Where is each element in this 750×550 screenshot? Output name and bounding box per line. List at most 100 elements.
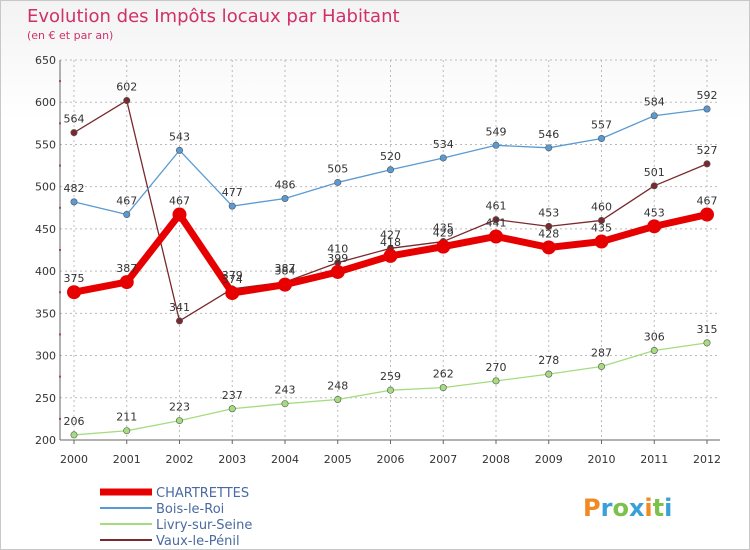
- data-label-bois-le-roi: 505: [327, 162, 348, 175]
- x-tick-label: 2007: [429, 453, 457, 466]
- legend-label-chartrettes: CHARTRETTES: [156, 486, 249, 501]
- point-livry-sur-seine: [70, 431, 78, 439]
- data-label-livry-sur-seine: 243: [275, 384, 296, 397]
- x-tick-label: 2006: [377, 453, 405, 466]
- data-label-chartrettes: 467: [169, 195, 190, 208]
- data-label-livry-sur-seine: 223: [169, 401, 190, 414]
- y-tick-label: 600: [35, 96, 56, 109]
- x-tick-label: 2002: [166, 453, 194, 466]
- data-label-livry-sur-seine: 206: [64, 415, 85, 428]
- data-label-bois-le-roi: 486: [275, 178, 296, 191]
- point-vaux-le-penil: [492, 216, 500, 224]
- data-label-livry-sur-seine: 306: [644, 330, 665, 343]
- legend-label-vaux-le-penil: Vaux-le-Pénil: [156, 534, 240, 549]
- data-label-vaux-le-penil: 427: [380, 228, 401, 241]
- point-chartrettes: [172, 207, 187, 222]
- point-livry-sur-seine: [703, 339, 711, 347]
- point-bois-le-roi: [228, 202, 236, 210]
- data-label-bois-le-roi: 482: [64, 182, 85, 195]
- data-label-vaux-le-penil: 435: [433, 222, 454, 235]
- point-chartrettes: [119, 275, 134, 290]
- data-label-vaux-le-penil: 602: [116, 81, 137, 94]
- data-label-livry-sur-seine: 315: [697, 323, 718, 336]
- x-tick-label: 2012: [693, 453, 721, 466]
- point-vaux-le-penil: [650, 182, 658, 190]
- point-bois-le-roi: [650, 112, 658, 120]
- y-tick-label: 650: [35, 54, 56, 67]
- data-label-livry-sur-seine: 278: [538, 354, 559, 367]
- data-label-vaux-le-penil: 453: [538, 206, 559, 219]
- series: [67, 97, 714, 439]
- chart-title: Evolution des Impôts locaux par Habitant: [27, 6, 400, 27]
- data-label-chartrettes: 375: [64, 272, 85, 285]
- data-label-vaux-le-penil: 387: [275, 262, 296, 275]
- point-chartrettes: [383, 248, 398, 263]
- point-chartrettes: [541, 240, 556, 255]
- point-chartrettes: [647, 219, 662, 234]
- data-label-vaux-le-penil: 379: [222, 269, 243, 282]
- point-livry-sur-seine: [176, 417, 184, 425]
- legend: CHARTRETTESBois-le-RoiLivry-sur-SeineVau…: [100, 486, 252, 549]
- data-label-bois-le-roi: 467: [116, 195, 137, 208]
- point-bois-le-roi: [386, 166, 394, 174]
- data-label-chartrettes: 399: [327, 252, 348, 265]
- point-vaux-le-penil: [597, 216, 605, 224]
- x-tick-label: 2011: [640, 453, 668, 466]
- chart-subtitle: (en € et par an): [27, 29, 113, 42]
- data-label-bois-le-roi: 549: [486, 125, 507, 138]
- data-label-chartrettes: 384: [275, 265, 296, 278]
- legend-label-bois-le-roi: Bois-le-Roi: [156, 502, 224, 517]
- point-bois-le-roi: [439, 154, 447, 162]
- point-bois-le-roi: [281, 194, 289, 202]
- point-bois-le-roi: [545, 144, 553, 152]
- x-tick-label: 2004: [271, 453, 299, 466]
- point-chartrettes: [225, 286, 240, 301]
- point-bois-le-roi: [176, 146, 184, 154]
- data-label-bois-le-roi: 584: [644, 96, 665, 109]
- data-label-livry-sur-seine: 270: [486, 361, 507, 374]
- point-livry-sur-seine: [545, 370, 553, 378]
- data-label-chartrettes: 467: [697, 195, 718, 208]
- point-livry-sur-seine: [492, 377, 500, 385]
- point-bois-le-roi: [334, 178, 342, 186]
- y-tick-label: 550: [35, 138, 56, 151]
- point-chartrettes: [330, 264, 345, 279]
- data-label-vaux-le-penil: 460: [591, 200, 612, 213]
- data-label-bois-le-roi: 557: [591, 119, 612, 132]
- point-vaux-le-penil: [176, 317, 184, 325]
- y-tick-label: 250: [35, 392, 56, 405]
- y-tick-label: 350: [35, 307, 56, 320]
- point-bois-le-roi: [703, 105, 711, 113]
- data-label-chartrettes: 453: [644, 206, 665, 219]
- legend-label-livry-sur-seine: Livry-sur-Seine: [156, 518, 252, 533]
- point-livry-sur-seine: [334, 395, 342, 403]
- point-livry-sur-seine: [123, 427, 131, 435]
- point-livry-sur-seine: [228, 405, 236, 413]
- data-label-chartrettes: 441: [486, 216, 507, 229]
- x-tick-label: 2000: [60, 453, 88, 466]
- point-vaux-le-penil: [703, 160, 711, 168]
- point-chartrettes: [278, 277, 292, 292]
- data-label-vaux-le-penil: 410: [327, 243, 348, 256]
- proxiti-logo: Proxiti: [583, 494, 672, 522]
- point-chartrettes: [436, 239, 451, 254]
- x-tick-label: 2010: [588, 453, 616, 466]
- x-tick-label: 2003: [218, 453, 246, 466]
- data-label-vaux-le-penil: 564: [64, 113, 85, 126]
- point-vaux-le-penil: [70, 129, 78, 137]
- point-livry-sur-seine: [650, 346, 658, 354]
- x-tick-label: 2009: [535, 453, 563, 466]
- point-bois-le-roi: [70, 198, 78, 206]
- data-label-vaux-le-penil: 461: [486, 200, 507, 213]
- y-tick-label: 500: [35, 181, 56, 194]
- y-tick-label: 450: [35, 223, 56, 236]
- data-labels: 564 602 341 379 387 410 427 435 461 453 460 501 527 4…: [64, 81, 718, 428]
- y-tick-label: 200: [35, 434, 56, 447]
- data-label-chartrettes: 428: [538, 227, 559, 240]
- data-label-bois-le-roi: 546: [538, 128, 559, 141]
- data-label-vaux-le-penil: 527: [697, 144, 718, 157]
- data-label-livry-sur-seine: 262: [433, 368, 454, 381]
- point-livry-sur-seine: [386, 386, 394, 394]
- x-tick-label: 2008: [482, 453, 510, 466]
